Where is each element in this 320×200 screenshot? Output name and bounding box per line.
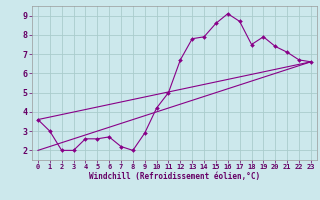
X-axis label: Windchill (Refroidissement éolien,°C): Windchill (Refroidissement éolien,°C) bbox=[89, 172, 260, 181]
